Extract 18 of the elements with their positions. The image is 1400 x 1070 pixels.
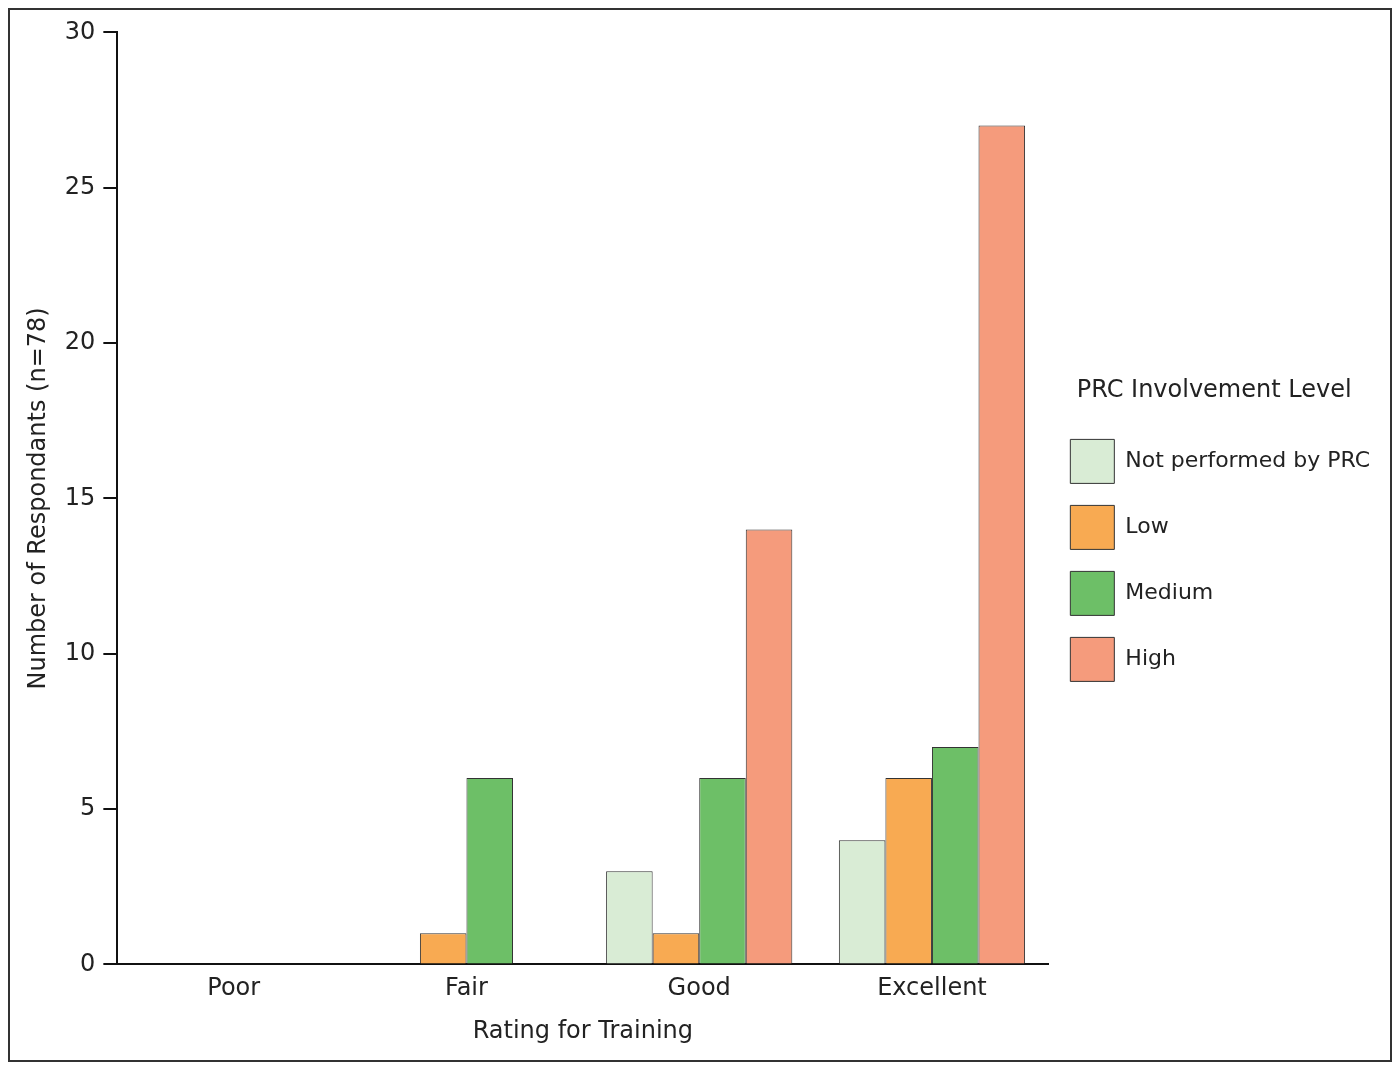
legend-label: High [1125,645,1176,671]
legend-label: Medium [1125,579,1214,605]
y-tick-label: 5 [80,793,96,822]
x-tick-label: Poor [207,973,261,1002]
x-tick-label: Good [667,973,731,1002]
y-tick-label: 10 [64,637,96,666]
y-tick-label: 30 [64,16,96,45]
legend-title: PRC Involvement Level [1076,374,1352,403]
legend-label: Not performed by PRC [1125,447,1371,473]
x-axis-title: Rating for Training [472,1015,694,1044]
y-tick-label: 25 [64,171,96,200]
x-tick-label: Excellent [877,973,987,1002]
y-tick-label: 15 [64,482,96,511]
y-tick-label: 0 [80,948,96,977]
y-tick-label: 20 [64,327,96,356]
legend-label: Low [1125,513,1169,539]
y-axis-title: Number of Respondants (n=78) [22,307,51,690]
x-tick-label: Fair [445,973,489,1002]
